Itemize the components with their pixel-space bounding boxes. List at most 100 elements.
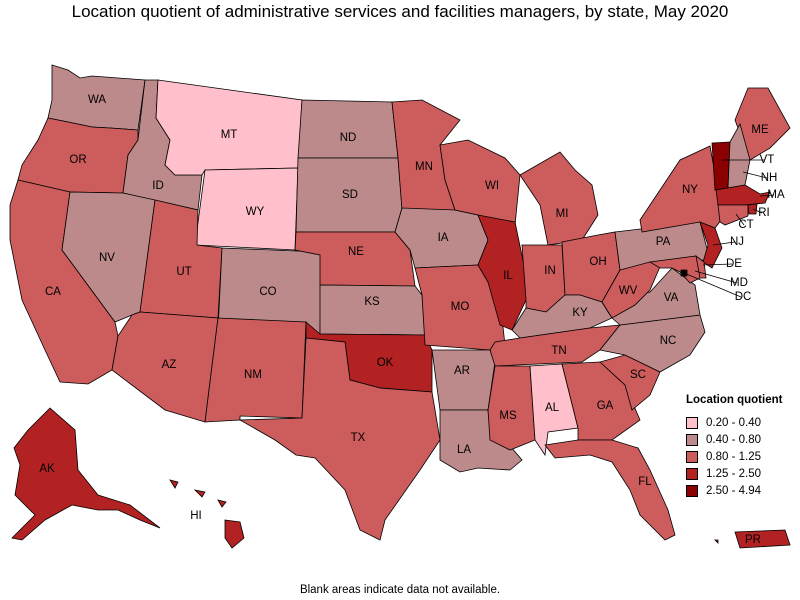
state-label-co: CO [259, 286, 276, 298]
state-label-nj: NJ [730, 236, 744, 248]
leader-line-nj [712, 241, 736, 246]
state-label-ak: AK [39, 463, 55, 475]
legend-item: 0.40 - 0.80 [686, 431, 796, 448]
state-label-ks: KS [364, 296, 380, 308]
state-label-il: IL [503, 270, 513, 282]
state-label-mo: MO [451, 301, 470, 313]
state-label-mt: MT [221, 129, 238, 141]
leader-line-ma [759, 194, 775, 197]
state-label-nh: NH [761, 172, 778, 184]
state-label-nd: ND [340, 132, 357, 144]
state-nj[interactable] [699, 221, 723, 269]
state-fl[interactable] [544, 439, 676, 541]
state-ak[interactable] [11, 407, 161, 541]
state-label-ma: MA [767, 189, 785, 201]
state-label-ar: AR [454, 365, 470, 377]
state-mt[interactable] [155, 79, 303, 176]
state-ms[interactable] [487, 365, 536, 451]
state-label-ia: IA [438, 232, 449, 244]
state-label-ok: OK [377, 357, 394, 369]
leader-line-ct [735, 213, 745, 226]
state-ct[interactable] [717, 204, 749, 226]
state-mi[interactable] [519, 151, 599, 246]
state-label-ky: KY [572, 307, 588, 319]
leader-line-nh [742, 171, 768, 179]
legend-swatch [686, 450, 698, 463]
state-label-ct: CT [738, 219, 753, 231]
map-title: Location quotient of administrative serv… [71, 2, 729, 21]
state-label-mn: MN [415, 161, 433, 173]
legend-item: 1.25 - 2.50 [686, 465, 796, 482]
state-label-wv: WV [619, 285, 638, 297]
leader-line-dc [683, 272, 742, 298]
state-label-tx: TX [351, 432, 366, 444]
labels-layer: WA OR CA ID NV MT WY UT AZ CO NM ND SD NE KS OK TX MN IA MO… [39, 94, 785, 546]
state-label-ms: MS [499, 410, 517, 422]
state-nd[interactable] [297, 99, 399, 159]
legend-item: 2.50 - 4.94 [686, 482, 796, 499]
state-label-la: LA [457, 444, 471, 456]
dc-marker [681, 270, 687, 276]
state-label-sd: SD [342, 189, 358, 201]
leader-line-ri [752, 208, 763, 214]
state-va[interactable] [601, 267, 701, 326]
state-label-dc: DC [735, 291, 752, 303]
state-label-ny: NY [682, 184, 698, 196]
legend-label: 0.40 - 0.80 [706, 433, 761, 446]
legend-title: Location quotient [686, 394, 783, 406]
state-label-hi: HI [190, 510, 202, 522]
state-label-id: ID [152, 180, 164, 192]
state-label-in: IN [544, 265, 556, 277]
state-label-de: DE [726, 258, 742, 270]
state-label-nm: NM [244, 369, 262, 381]
state-label-oh: OH [589, 256, 606, 268]
state-label-nc: NC [660, 335, 677, 347]
state-il[interactable] [477, 214, 527, 331]
state-label-mi: MI [556, 208, 569, 220]
states-layer [9, 64, 791, 549]
legend: Location quotient 0.20 - 0.40 0.40 - 0.80… [686, 394, 796, 499]
state-label-pr: PR [745, 534, 761, 546]
state-label-wi: WI [485, 180, 499, 192]
state-label-pa: PA [656, 236, 671, 248]
state-label-wy: WY [246, 206, 265, 218]
state-label-va: VA [664, 292, 679, 304]
legend-swatch [686, 484, 698, 497]
state-label-ri: RI [758, 207, 770, 219]
legend-label: 1.25 - 2.50 [706, 467, 761, 480]
legend-label: 0.80 - 1.25 [706, 450, 761, 463]
state-pr[interactable] [714, 529, 791, 549]
state-label-nv: NV [99, 252, 115, 264]
state-vt[interactable] [711, 141, 731, 191]
legend-label: 0.20 - 0.40 [706, 416, 761, 429]
legend-item: 0.80 - 1.25 [686, 448, 796, 465]
state-label-ne: NE [348, 246, 364, 258]
leader-line-md [694, 270, 738, 284]
state-hi[interactable] [169, 479, 245, 549]
legend-swatch [686, 433, 698, 446]
state-label-md: MD [730, 277, 748, 289]
state-ar[interactable] [431, 349, 496, 411]
legend-swatch [686, 467, 698, 480]
state-md[interactable] [648, 255, 701, 284]
state-label-ut: UT [176, 266, 191, 278]
state-label-or: OR [69, 154, 86, 166]
state-label-sc: SC [630, 369, 646, 381]
state-label-wa: WA [88, 94, 106, 106]
state-label-fl: FL [638, 476, 652, 488]
state-label-ca: CA [45, 286, 61, 298]
legend-label: 2.50 - 4.94 [706, 484, 761, 497]
state-label-ga: GA [597, 400, 614, 412]
legend-item: 0.20 - 0.40 [686, 414, 796, 431]
state-ks[interactable] [319, 284, 426, 336]
state-label-az: AZ [162, 359, 177, 371]
state-ri[interactable] [747, 203, 758, 215]
legend-swatch [686, 416, 698, 429]
footnote: Blank areas indicate data not available. [299, 584, 501, 596]
state-label-vt: VT [760, 154, 775, 166]
state-label-al: AL [545, 402, 560, 414]
state-tx[interactable] [238, 337, 441, 541]
leader-line-de [702, 263, 733, 266]
state-label-me: ME [751, 124, 769, 136]
